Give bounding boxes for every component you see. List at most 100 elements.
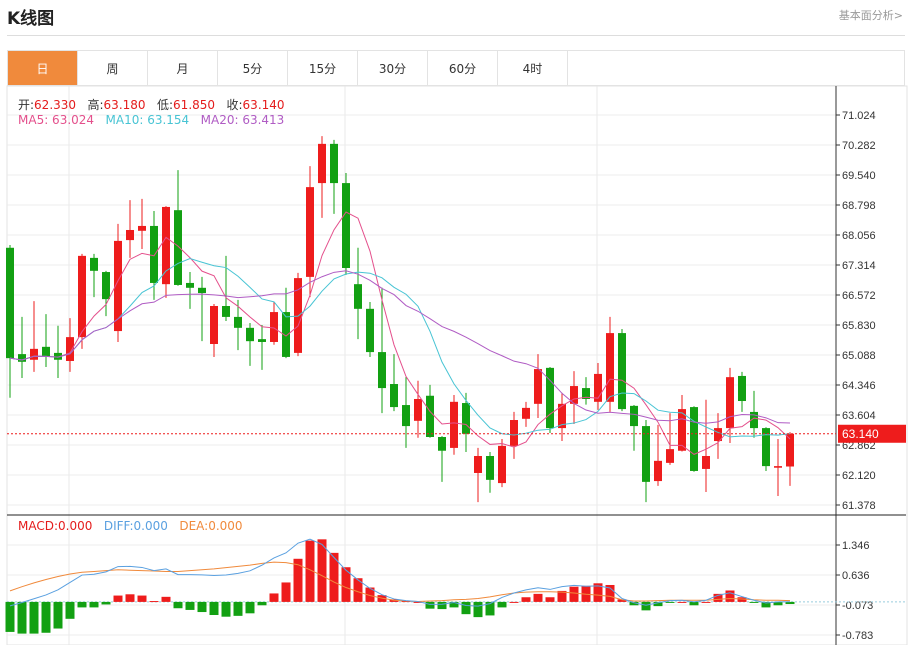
candle-body bbox=[690, 407, 698, 471]
high-label: 高: bbox=[87, 98, 104, 112]
price-tick-label: 68.798 bbox=[842, 200, 876, 212]
candle-body bbox=[774, 466, 782, 468]
macd-bar bbox=[245, 601, 255, 614]
macd-value: MACD:0.000 bbox=[18, 519, 93, 533]
price-tick-label: 66.572 bbox=[842, 290, 876, 302]
candle-body bbox=[618, 333, 626, 410]
ma5-line bbox=[9, 211, 791, 455]
chart-frame bbox=[6, 85, 908, 645]
ma-info: MA5: 63.024 MA10: 63.154 MA20: 63.413 bbox=[18, 113, 284, 127]
macd-bar bbox=[509, 601, 519, 603]
candle-body bbox=[66, 337, 74, 361]
ma10-value: MA10: 63.154 bbox=[105, 113, 190, 127]
tab-1[interactable]: 周 bbox=[78, 51, 148, 85]
macd-bar bbox=[593, 583, 603, 602]
macd-tick-label: 0.636 bbox=[842, 570, 870, 582]
tab-6[interactable]: 60分 bbox=[428, 51, 498, 85]
candle-body bbox=[786, 433, 794, 467]
price-tick-label: 69.540 bbox=[842, 170, 876, 182]
price-tick-label: 65.088 bbox=[842, 350, 876, 362]
price-tick-label: 71.024 bbox=[842, 110, 876, 122]
macd-bar bbox=[17, 601, 27, 634]
macd-tick-label: -0.073 bbox=[842, 600, 873, 612]
macd-bar bbox=[353, 578, 363, 602]
close-label: 收: bbox=[226, 98, 243, 112]
last-price-label: 63.140 bbox=[842, 427, 879, 441]
fundamental-analysis-link[interactable]: 基本面分析> bbox=[838, 9, 903, 22]
tab-2[interactable]: 月 bbox=[148, 51, 218, 85]
candle-body bbox=[582, 388, 590, 399]
macd-bar bbox=[725, 590, 735, 602]
candle-body bbox=[102, 272, 110, 300]
macd-info: MACD:0.000 DIFF:0.000 DEA:0.000 bbox=[18, 519, 243, 533]
high-value: 63.180 bbox=[103, 98, 146, 112]
candle-body bbox=[318, 143, 326, 184]
macd-bar bbox=[5, 601, 15, 632]
candle-body bbox=[306, 187, 314, 277]
macd-bar bbox=[365, 587, 375, 602]
candle-body bbox=[30, 348, 38, 360]
macd-bar bbox=[545, 597, 555, 602]
macd-bar bbox=[533, 593, 543, 602]
macd-bar bbox=[305, 540, 315, 602]
macd-bar bbox=[761, 601, 771, 608]
macd-bar bbox=[185, 601, 195, 610]
close-value: 63.140 bbox=[242, 98, 285, 112]
price-tick-label: 62.120 bbox=[842, 470, 876, 482]
candle-body bbox=[342, 183, 350, 268]
macd-bar bbox=[149, 601, 159, 603]
candle-body bbox=[414, 398, 422, 421]
ma10-line bbox=[9, 258, 791, 438]
candle-body bbox=[234, 316, 242, 328]
candle-body bbox=[54, 352, 62, 360]
price-tick-label: 65.830 bbox=[842, 320, 876, 332]
macd-bar bbox=[41, 601, 51, 633]
candle-body bbox=[426, 395, 434, 437]
macd-bar bbox=[485, 601, 495, 616]
macd-bar bbox=[617, 599, 627, 602]
macd-bar bbox=[653, 601, 663, 607]
macd-bar bbox=[497, 601, 507, 608]
macd-bar bbox=[629, 601, 639, 606]
tab-0[interactable]: 日 bbox=[8, 51, 78, 85]
macd-bar bbox=[65, 601, 75, 619]
price-tick-label: 68.056 bbox=[842, 230, 876, 242]
candle-body bbox=[654, 460, 662, 482]
macd-bar bbox=[293, 558, 303, 602]
candle-body bbox=[474, 455, 482, 473]
open-label: 开: bbox=[18, 98, 35, 112]
diff-line bbox=[9, 538, 791, 607]
candle-body bbox=[330, 143, 338, 184]
candle-body bbox=[486, 455, 494, 480]
macd-bar bbox=[473, 601, 483, 618]
ma20-value: MA20: 63.413 bbox=[200, 113, 285, 127]
price-tick-label: 62.862 bbox=[842, 440, 876, 452]
candle-body bbox=[666, 449, 674, 463]
macd-bar bbox=[29, 601, 39, 634]
macd-bar bbox=[341, 567, 351, 602]
candle-body bbox=[138, 225, 146, 231]
candle-body bbox=[570, 386, 578, 404]
macd-bar bbox=[737, 597, 747, 602]
tab-7[interactable]: 4时 bbox=[498, 51, 568, 85]
macd-bar bbox=[677, 601, 687, 603]
candle-body bbox=[402, 405, 410, 427]
macd-bar bbox=[773, 601, 783, 606]
candle-body bbox=[78, 255, 86, 338]
tab-3[interactable]: 5分 bbox=[218, 51, 288, 85]
candle-body bbox=[510, 420, 518, 446]
candle-body bbox=[450, 401, 458, 448]
candle-body bbox=[246, 327, 254, 342]
tab-5[interactable]: 30分 bbox=[358, 51, 428, 85]
ma5-value: MA5: 63.024 bbox=[18, 113, 95, 127]
macd-bar bbox=[197, 601, 207, 613]
macd-bar bbox=[461, 601, 471, 615]
macd-bar bbox=[413, 601, 423, 603]
candle-body bbox=[678, 409, 686, 451]
page-title: K线图 bbox=[7, 9, 55, 29]
dea-value: DEA:0.000 bbox=[179, 519, 243, 533]
candle-body bbox=[378, 352, 386, 389]
diff-value: DIFF:0.000 bbox=[103, 519, 168, 533]
tab-4[interactable]: 15分 bbox=[288, 51, 358, 85]
